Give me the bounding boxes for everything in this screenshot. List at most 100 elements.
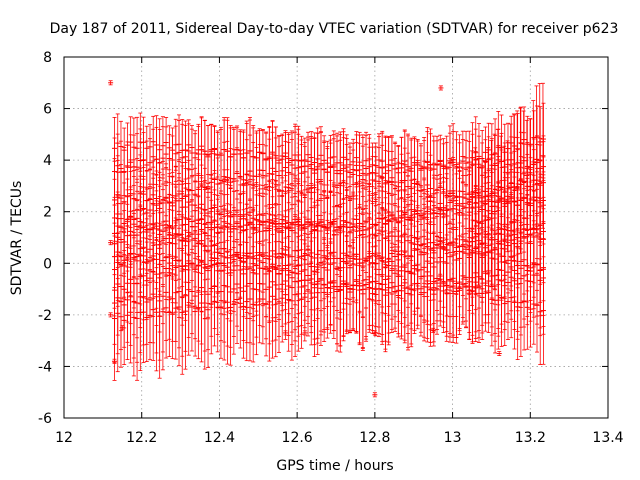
data-point	[531, 232, 537, 318]
data-point	[473, 225, 479, 339]
data-point	[170, 197, 176, 280]
data-point	[331, 234, 337, 331]
data-point	[237, 216, 243, 299]
data-point	[415, 248, 421, 330]
data-point	[376, 240, 382, 338]
data-point	[279, 230, 285, 312]
data-point	[472, 147, 478, 295]
data-point	[289, 223, 295, 333]
x-tick-label: 12.8	[359, 430, 390, 446]
x-tick-label: 12.4	[204, 430, 235, 446]
data-point	[121, 182, 127, 265]
data-point	[302, 239, 308, 321]
chart-title: Day 187 of 2011, Sidereal Day-to-day VTE…	[50, 21, 619, 37]
data-point	[534, 225, 540, 325]
data-point	[408, 242, 414, 348]
series-sat-11	[112, 160, 546, 353]
data-point	[166, 194, 172, 276]
data-point	[170, 269, 176, 360]
data-point	[153, 174, 159, 283]
x-axis-label: GPS time / hours	[276, 458, 393, 474]
plot-frame	[63, 56, 609, 419]
data-point	[228, 204, 234, 312]
data-point	[311, 229, 317, 340]
data-point	[402, 232, 408, 344]
data-point	[163, 182, 169, 276]
data-point	[128, 261, 134, 364]
data-point	[479, 167, 485, 279]
data-point	[501, 145, 507, 257]
data-point	[463, 243, 469, 329]
outlier-point	[372, 330, 378, 336]
data-point	[282, 140, 288, 195]
data-point	[260, 221, 266, 304]
data-point	[453, 239, 459, 344]
data-point	[247, 199, 253, 315]
data-point	[421, 243, 427, 342]
y-tick-label: 0	[43, 256, 52, 272]
data-point	[144, 272, 150, 363]
data-point	[350, 247, 356, 332]
series-sat-04	[112, 141, 546, 269]
data-point	[521, 110, 527, 237]
data-point	[530, 100, 536, 229]
outlier-points	[108, 80, 502, 398]
data-point	[511, 113, 517, 261]
data-point	[134, 169, 140, 284]
data-point	[321, 238, 327, 330]
data-point	[124, 178, 130, 261]
data-point	[150, 258, 156, 361]
y-tick-label: -4	[38, 359, 52, 375]
data-point	[295, 220, 301, 327]
data-point	[366, 242, 372, 333]
data-point	[540, 82, 546, 229]
data-point	[437, 245, 443, 327]
data-point	[112, 160, 118, 276]
data-point	[505, 242, 511, 323]
data-point	[144, 188, 150, 271]
data-point	[495, 222, 501, 337]
x-tick-label: 12	[55, 430, 73, 446]
data-point	[392, 251, 398, 332]
grid-lines	[64, 57, 608, 418]
data-point	[521, 224, 527, 328]
data-point	[273, 215, 279, 322]
data-point	[499, 228, 505, 333]
outlier-point	[438, 85, 444, 91]
data-point	[482, 242, 488, 324]
outlier-point	[108, 240, 114, 246]
data-point	[131, 170, 137, 279]
data-point	[370, 253, 376, 335]
data-point	[344, 241, 350, 332]
data-point	[350, 142, 356, 197]
data-point	[515, 228, 521, 340]
data-point	[321, 140, 327, 199]
data-point	[253, 219, 259, 312]
x-tick-label: 12.2	[126, 430, 157, 446]
data-point	[504, 140, 510, 253]
data-point	[270, 207, 276, 322]
data-point	[457, 245, 463, 335]
data-point	[160, 177, 166, 285]
data-point	[492, 133, 498, 290]
data-point	[389, 242, 395, 333]
y-axis-label: SDTVAR / TECUs	[9, 181, 25, 296]
data-point	[353, 237, 359, 334]
data-point	[524, 119, 530, 231]
data-point	[215, 211, 221, 294]
data-point	[150, 177, 156, 272]
data-point	[218, 206, 224, 301]
data-point	[292, 216, 298, 331]
x-tick-label: 13.2	[515, 430, 546, 446]
data-point	[128, 171, 134, 265]
data-point	[360, 236, 366, 351]
data-point	[469, 150, 475, 307]
x-axis: 12 12.2 12.4 12.6 12.8 13 13.2 13.4	[55, 57, 624, 446]
data-point	[241, 214, 247, 310]
data-point	[405, 236, 411, 351]
data-point	[224, 194, 230, 309]
data-point	[250, 210, 256, 317]
data-point	[263, 221, 269, 317]
data-point	[118, 265, 124, 368]
data-point	[460, 243, 466, 325]
